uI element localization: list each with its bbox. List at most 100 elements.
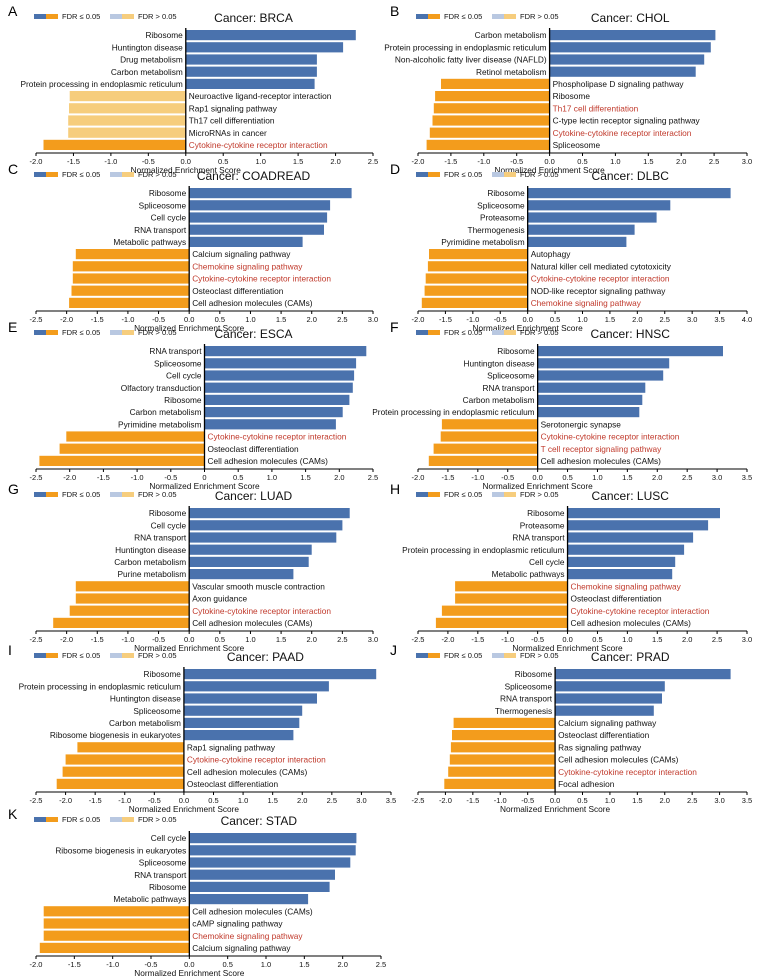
x-tick-label: 0.0 — [181, 157, 191, 166]
x-tick-label: -2.0 — [441, 635, 454, 644]
bar-positive — [567, 508, 720, 519]
bar-label: Huntington disease — [112, 42, 183, 52]
bar-negative — [435, 617, 568, 628]
panel-letter: F — [390, 319, 399, 335]
panel-letter: D — [390, 161, 400, 177]
bar-positive — [183, 717, 300, 728]
bar-negative — [71, 285, 190, 296]
legend-swatch-nonsig-neg — [504, 172, 516, 177]
x-tick-label: 3.0 — [742, 157, 752, 166]
legend-label-sig: FDR ≤ 0.05 — [444, 651, 482, 660]
bar-positive — [189, 569, 294, 580]
legend-label-nonsig: FDR > 0.05 — [520, 490, 559, 499]
legend-label-nonsig: FDR > 0.05 — [520, 170, 559, 179]
legend-swatch-sig-pos — [416, 653, 428, 658]
bar-negative — [69, 91, 186, 102]
x-tick-label: 2.0 — [682, 635, 692, 644]
bar-label: Cytokine-cytokine receptor interaction — [208, 432, 347, 442]
x-tick-label: -1.5 — [68, 960, 81, 969]
chart-panel-c: C FDR ≤ 0.05 FDR > 0.05 Cancer: COADREAD Rib… — [8, 161, 378, 333]
bar-label: Cell adhesion molecules (CAMs) — [541, 456, 662, 466]
bar-label: Protein processing in endoplasmic reticu… — [384, 42, 546, 52]
bar-positive — [549, 54, 705, 65]
legend-swatch-nonsig-neg — [122, 653, 134, 658]
bar-label: Rap1 signaling pathway — [189, 103, 278, 113]
x-tick-label: 2.5 — [709, 157, 719, 166]
x-tick-label: 0.5 — [577, 157, 587, 166]
x-tick-label: -1.5 — [97, 473, 110, 482]
x-tick-label: -2.5 — [412, 635, 425, 644]
x-tick-label: -0.5 — [521, 796, 534, 805]
bar-negative — [429, 127, 550, 138]
bar-label: Osteoclast differentiation — [208, 444, 300, 454]
x-tick-label: 1.0 — [610, 157, 620, 166]
x-tick-label: 2.0 — [334, 473, 344, 482]
x-axis-label: Normalized Enrichment Score — [512, 643, 623, 653]
bar-label: RNA transport — [149, 346, 202, 356]
panel-letter: C — [8, 161, 18, 177]
bar-negative — [455, 581, 568, 592]
bar-label: Spliceosome — [505, 681, 553, 691]
bar-label: Chemokine signaling pathway — [192, 261, 303, 271]
legend-swatch-sig-pos — [416, 172, 428, 177]
legend-swatch-nonsig-pos — [492, 172, 504, 177]
bar-label: Osteoclast differentiation — [558, 730, 650, 740]
bar-label: Carbon metabolism — [109, 718, 181, 728]
x-tick-label: 1.0 — [622, 635, 632, 644]
x-tick-label: 3.0 — [368, 315, 378, 324]
bar-label: RNA transport — [500, 694, 553, 704]
legend-swatch-sig-pos — [34, 172, 46, 177]
chart-title: Cancer: BRCA — [214, 11, 293, 25]
x-tick-label: 1.5 — [267, 796, 277, 805]
x-tick-label: 0.0 — [562, 635, 572, 644]
bar-negative — [455, 593, 568, 604]
bar-label: cAMP signaling pathway — [192, 919, 283, 929]
x-tick-label: 0.0 — [532, 473, 542, 482]
bar-label: Ribosome — [515, 669, 553, 679]
x-axis-label: Normalized Enrichment Score — [134, 968, 245, 978]
bar-negative — [43, 918, 190, 929]
bar-label: Huntington disease — [115, 545, 186, 555]
bar-positive — [567, 544, 685, 555]
x-tick-label: 1.0 — [238, 796, 248, 805]
x-tick-label: -0.5 — [152, 635, 165, 644]
bar-negative — [75, 593, 190, 604]
legend-label-sig: FDR ≤ 0.05 — [444, 12, 482, 21]
x-tick-label: -2.0 — [412, 315, 425, 324]
chart-title: Cancer: HNSC — [591, 327, 671, 341]
x-tick-label: 2.5 — [682, 473, 692, 482]
x-tick-label: -2.0 — [30, 960, 43, 969]
chart-panel-a: A FDR ≤ 0.05 FDR > 0.05 Cancer: BRCA Ribosom… — [8, 3, 378, 175]
bar-negative — [441, 419, 538, 430]
bar-positive — [185, 30, 356, 41]
x-tick-label: 2.0 — [297, 796, 307, 805]
bar-negative — [444, 778, 556, 789]
x-tick-label: 3.0 — [742, 635, 752, 644]
legend-swatch-nonsig-pos — [492, 330, 504, 335]
chart-panel-g: G FDR ≤ 0.05 FDR > 0.05 Cancer: LUAD Ribosom… — [8, 481, 378, 653]
bar-negative — [421, 297, 528, 308]
legend-swatch-nonsig-neg — [504, 492, 516, 497]
legend: FDR ≤ 0.05 FDR > 0.05 — [34, 490, 177, 499]
bar-label: Protein processing in endoplasmic reticu… — [372, 407, 534, 417]
bar-negative — [39, 942, 190, 953]
x-tick-label: 0.5 — [215, 315, 225, 324]
x-tick-label: -2.0 — [412, 157, 425, 166]
bar-positive — [549, 42, 711, 53]
panel-letter: E — [8, 319, 17, 335]
bar-label: Cytokine-cytokine receptor interaction — [571, 606, 710, 616]
bar-positive — [189, 224, 324, 235]
x-tick-label: -0.5 — [142, 157, 155, 166]
x-tick-label: -2.0 — [412, 473, 425, 482]
bar-negative — [65, 754, 184, 765]
chart-title: Cancer: DLBC — [592, 169, 670, 183]
x-tick-label: 0.5 — [218, 157, 228, 166]
panel-letter: B — [390, 3, 399, 19]
legend-label-nonsig: FDR > 0.05 — [138, 490, 177, 499]
x-tick-label: -1.0 — [121, 315, 134, 324]
x-tick-label: -2.5 — [412, 796, 425, 805]
x-tick-label: 1.0 — [255, 157, 265, 166]
legend-label-nonsig: FDR > 0.05 — [138, 815, 177, 824]
bar-positive — [204, 370, 355, 381]
legend-label-sig: FDR ≤ 0.05 — [444, 328, 482, 337]
